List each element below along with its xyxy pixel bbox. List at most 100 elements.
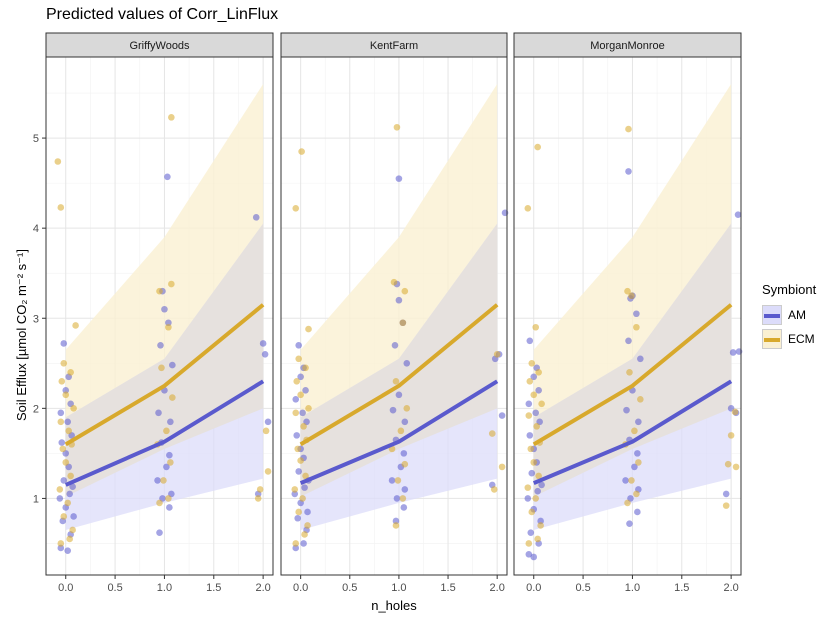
data-point-ecm — [67, 369, 74, 376]
data-point-ecm — [524, 484, 532, 491]
data-point-ecm — [527, 445, 535, 453]
data-point-ecm — [62, 459, 70, 466]
y-tick-label: 4 — [33, 223, 39, 235]
data-point-ecm — [534, 535, 541, 543]
data-point-am — [64, 418, 72, 426]
data-point-ecm — [167, 459, 174, 466]
data-point-ecm — [56, 486, 64, 493]
data-point-am — [294, 514, 302, 522]
data-point-ecm — [394, 477, 402, 484]
data-point-am — [634, 508, 641, 516]
data-point-ecm — [293, 378, 301, 385]
facet-strip-label: KentFarm — [370, 40, 418, 52]
data-point-am — [535, 387, 542, 394]
data-point-am — [69, 483, 76, 491]
data-point-ecm — [625, 125, 632, 133]
data-point-am — [57, 409, 65, 417]
data-point-ecm — [530, 391, 538, 399]
data-point-ecm — [403, 405, 411, 412]
facet-panel-kentfarm: KentFarm 0.0 0.5 1.0 1.5 2.0 — [280, 32, 509, 594]
x-tick-label: 1.0 — [157, 582, 172, 594]
data-point-ecm — [292, 409, 300, 417]
x-tick-label: 0.0 — [526, 582, 541, 594]
y-tick-label: 1 — [33, 493, 39, 505]
data-point-ecm — [525, 412, 533, 419]
data-point-am — [297, 373, 304, 381]
legend-title: Symbiont — [762, 282, 817, 297]
x-tick-label: 2.0 — [255, 582, 270, 594]
data-point-ecm — [633, 323, 640, 331]
data-point-am — [403, 359, 411, 367]
data-point-ecm — [628, 477, 635, 484]
data-point-ecm — [628, 292, 635, 300]
data-point-ecm — [254, 495, 262, 502]
data-point-ecm — [156, 287, 163, 295]
data-point-ecm — [158, 364, 165, 372]
x-axis-title: n_holes — [371, 598, 417, 613]
data-point-ecm — [156, 499, 163, 507]
data-point-am — [161, 305, 168, 313]
data-point-ecm — [633, 490, 640, 498]
data-point-am — [729, 349, 737, 356]
data-point-am — [388, 477, 396, 484]
data-point-ecm — [292, 540, 300, 547]
data-point-ecm — [297, 457, 304, 464]
data-point-ecm — [637, 396, 644, 403]
data-point-ecm — [57, 204, 65, 211]
data-point-ecm — [401, 287, 409, 295]
legend-item-ecm: ECM — [762, 327, 816, 351]
data-point-am — [156, 529, 163, 536]
fit-line-am — [532, 379, 733, 485]
x-tick-label: 1.5 — [674, 582, 689, 594]
data-point-ecm — [731, 408, 739, 416]
confidence-band-overlap — [300, 223, 498, 497]
data-point-ecm — [397, 427, 405, 435]
data-point-am — [300, 540, 307, 547]
data-point-am — [524, 495, 532, 502]
data-point-ecm — [488, 430, 496, 437]
confidence-band-overlap — [533, 223, 732, 497]
data-point-ecm — [300, 423, 307, 430]
data-point-am — [295, 468, 302, 475]
data-point-ecm — [533, 423, 540, 430]
data-point-ecm — [64, 499, 72, 507]
data-point-am — [56, 495, 64, 502]
data-point-ecm — [72, 322, 79, 329]
x-tick-label: 1.5 — [206, 582, 221, 594]
data-point-am — [526, 337, 534, 345]
data-point-am — [637, 355, 644, 363]
data-point-am — [164, 173, 171, 181]
legend-key-ecm — [762, 329, 782, 349]
data-point-am — [259, 340, 267, 347]
data-point-ecm — [525, 540, 533, 547]
data-point-ecm — [57, 540, 65, 547]
x-tick-label: 1.0 — [625, 582, 640, 594]
data-point-am — [302, 387, 309, 394]
x-tick-label: 1.5 — [440, 582, 455, 594]
data-point-am — [734, 211, 742, 218]
data-point-ecm — [262, 427, 270, 435]
data-point-am — [166, 451, 173, 459]
data-point-am — [395, 175, 403, 182]
data-point-ecm — [169, 394, 176, 401]
data-point-am — [163, 463, 170, 471]
data-point-ecm — [168, 114, 175, 121]
data-point-am — [166, 504, 173, 511]
data-point-am — [395, 391, 403, 399]
data-point-ecm — [69, 526, 76, 534]
fit-line-ecm — [64, 303, 265, 447]
data-point-am — [400, 504, 408, 511]
data-point-ecm — [304, 522, 311, 529]
data-point-ecm — [490, 486, 498, 493]
data-point-ecm — [399, 319, 407, 327]
data-point-am — [60, 477, 68, 484]
data-point-ecm — [256, 486, 264, 493]
data-point-am — [722, 490, 730, 498]
data-point-ecm — [390, 278, 398, 286]
data-point-ecm — [305, 405, 312, 412]
legend-key-am-line — [764, 314, 780, 318]
data-point-ecm — [168, 280, 175, 288]
data-point-am — [391, 341, 399, 349]
data-point-ecm — [392, 522, 400, 529]
